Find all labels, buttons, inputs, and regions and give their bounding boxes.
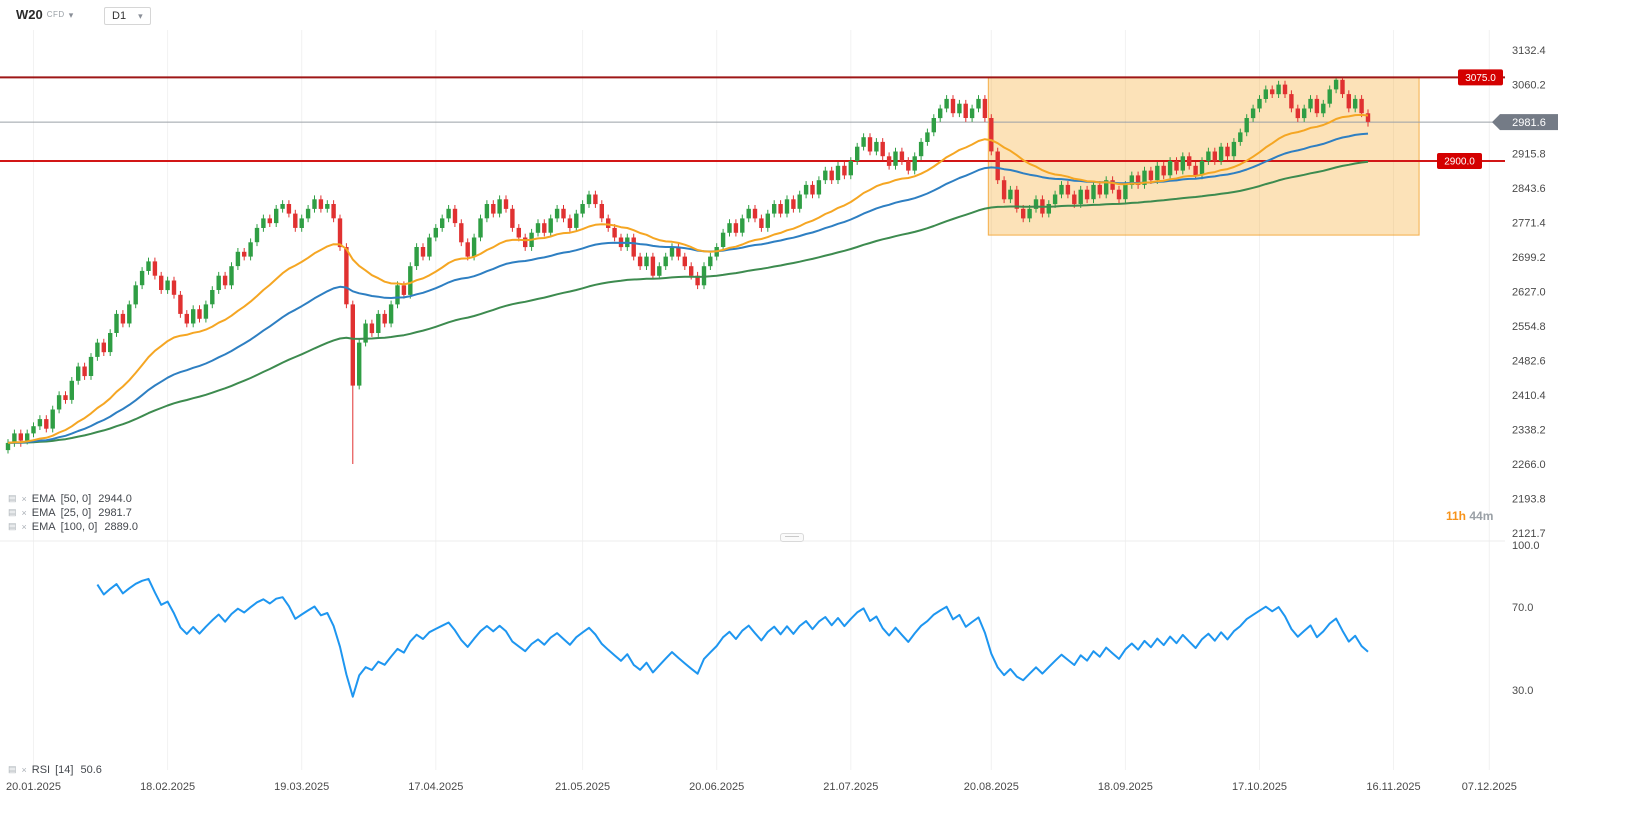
svg-text:18.02.2025: 18.02.2025: [140, 781, 195, 793]
indicator-params: [25, 0]: [60, 506, 92, 519]
svg-text:2627.0: 2627.0: [1512, 287, 1546, 299]
price-alert-badge[interactable]: [1437, 153, 1482, 169]
current-price-badge-label: 2981.6: [1512, 117, 1546, 129]
indicator-settings-icon[interactable]: ▤: [8, 764, 17, 774]
svg-text:2843.6: 2843.6: [1512, 183, 1546, 195]
svg-text:2193.8: 2193.8: [1512, 494, 1546, 506]
svg-text:21.07.2025: 21.07.2025: [823, 781, 878, 793]
symbol-label: W20: [16, 7, 43, 22]
svg-text:3132.4: 3132.4: [1512, 45, 1546, 57]
candle-countdown: 11h 44m: [1446, 509, 1493, 523]
indicator-settings-icon[interactable]: ▤: [8, 521, 17, 531]
indicator-params: [50, 0]: [60, 492, 92, 505]
svg-text:2915.8: 2915.8: [1512, 149, 1546, 161]
chevron-down-icon: ▾: [68, 10, 74, 20]
svg-text:20.06.2025: 20.06.2025: [689, 781, 744, 793]
countdown-hours: 11h: [1446, 509, 1467, 523]
indicator-params: [100, 0]: [60, 520, 98, 533]
svg-text:19.03.2025: 19.03.2025: [274, 781, 329, 793]
indicator-legend-ema100: ▤ × EMA [100, 0] 2889.0: [8, 520, 138, 533]
timeframe-label: D1: [112, 10, 127, 22]
svg-text:70.0: 70.0: [1512, 602, 1533, 614]
indicator-settings-icon[interactable]: ▤: [8, 493, 17, 503]
indicator-remove-icon[interactable]: ×: [21, 507, 27, 518]
month-gridlines: [33, 30, 1490, 770]
ema-100-line: [7, 160, 1369, 444]
indicator-legend-ema50: ▤ × EMA [50, 0] 2944.0: [8, 492, 132, 505]
indicator-name: RSI: [31, 763, 51, 776]
indicator-params: [14]: [55, 763, 74, 776]
indicator-value: 2944.0: [98, 492, 132, 505]
time-axis: 20.01.2025 18.02.2025 19.03.2025 17.04.2025…: [6, 781, 1517, 793]
price-alert-badge-label: 2900.0: [1444, 157, 1475, 168]
indicator-value: 2981.7: [98, 506, 132, 519]
instrument-type-label: CFD: [46, 10, 65, 19]
indicator-value: 2889.0: [104, 520, 138, 533]
svg-text:16.11.2025: 16.11.2025: [1366, 781, 1420, 793]
svg-text:17.10.2025: 17.10.2025: [1232, 781, 1287, 793]
svg-text:21.05.2025: 21.05.2025: [555, 781, 610, 793]
svg-text:2699.2: 2699.2: [1512, 252, 1546, 264]
svg-text:07.12.2025: 07.12.2025: [1462, 781, 1517, 793]
svg-text:2410.4: 2410.4: [1512, 390, 1546, 402]
price-alert-badge[interactable]: [1458, 69, 1503, 86]
svg-text:30.0: 30.0: [1512, 685, 1533, 697]
ema-25-line: [7, 113, 1369, 444]
svg-text:100.0: 100.0: [1512, 540, 1540, 552]
svg-text:2338.2: 2338.2: [1512, 425, 1546, 437]
candlesticks: [5, 77, 1371, 464]
svg-text:20.01.2025: 20.01.2025: [6, 781, 61, 793]
indicator-name: EMA: [31, 506, 56, 519]
price-axis: 3132.4 3060.2 2915.8 2843.6 2771.4 2699.2 2627…: [1512, 45, 1546, 540]
price-alert-badge-label: 3075.0: [1465, 73, 1496, 84]
indicator-name: EMA: [31, 492, 56, 505]
svg-text:17.04.2025: 17.04.2025: [408, 781, 463, 793]
svg-text:2482.6: 2482.6: [1512, 356, 1546, 368]
svg-text:2121.7: 2121.7: [1512, 528, 1546, 540]
indicator-name: EMA: [31, 520, 56, 533]
indicator-settings-icon[interactable]: ▤: [8, 507, 17, 517]
rsi-line: [96, 577, 1369, 698]
timeframe-selector[interactable]: D1 ▾: [104, 7, 151, 25]
current-price-badge-arrow: [1492, 114, 1500, 131]
svg-text:20.08.2025: 20.08.2025: [964, 781, 1019, 793]
svg-text:3060.2: 3060.2: [1512, 80, 1546, 92]
svg-text:2771.4: 2771.4: [1512, 218, 1546, 230]
indicator-legend-ema25: ▤ × EMA [25, 0] 2981.7: [8, 506, 132, 519]
indicator-remove-icon[interactable]: ×: [21, 764, 27, 775]
current-price-badge: [1500, 114, 1558, 131]
indicator-remove-icon[interactable]: ×: [21, 521, 27, 532]
pane-resize-handle[interactable]: [780, 533, 804, 542]
instrument-selector[interactable]: W20 CFD ▾: [16, 8, 73, 22]
countdown-minutes: 44m: [1469, 509, 1494, 523]
rsi-axis: 100.0 70.0 30.0: [1512, 540, 1540, 697]
svg-text:2554.8: 2554.8: [1512, 321, 1546, 333]
svg-text:2266.0: 2266.0: [1512, 459, 1546, 471]
indicator-legend-rsi: ▤ × RSI [14] 50.6: [8, 763, 102, 776]
chevron-down-icon: ▾: [138, 10, 143, 21]
svg-text:18.09.2025: 18.09.2025: [1098, 781, 1153, 793]
indicator-value: 50.6: [80, 763, 102, 776]
indicator-remove-icon[interactable]: ×: [21, 493, 27, 504]
